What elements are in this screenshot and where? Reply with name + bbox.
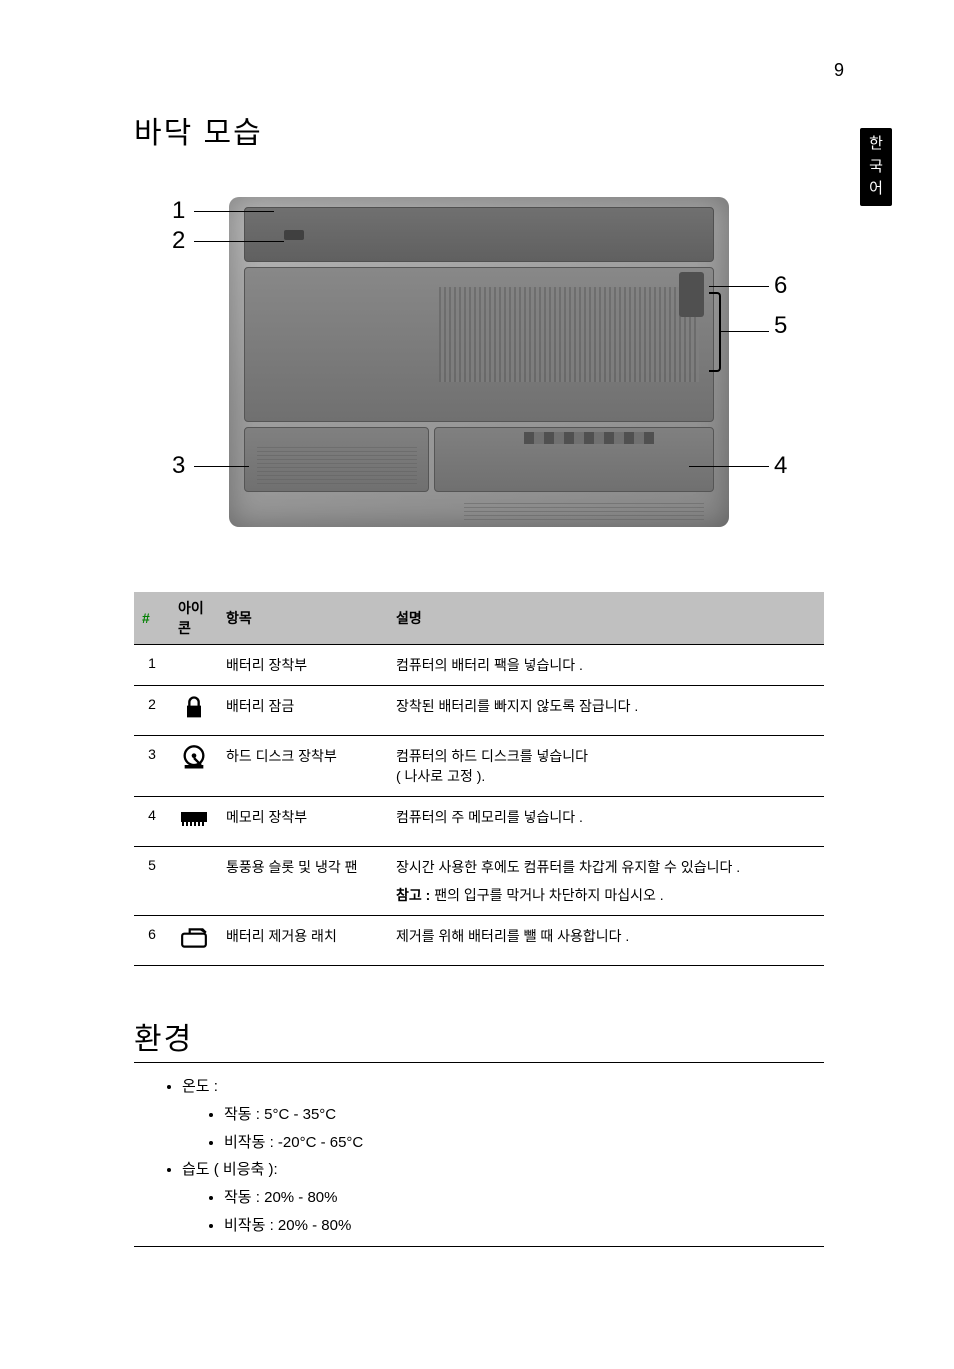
memory-strip-shape [524,432,654,444]
env-temp-nonoperating: 비작동 : -20°C - 65°C [224,1129,824,1157]
memory-icon [180,805,208,833]
env-humidity-label: 습도 ( 비응축 ): [182,1161,278,1178]
env-temp-operating: 작동 : 5°C - 35°C [224,1101,824,1129]
callout-line [721,331,769,332]
row-desc: 컴퓨터의 배터리 팩을 넣습니다 . [388,645,824,686]
env-bottom-rule [134,1246,824,1247]
row-icon-cell [170,797,218,847]
latch-icon [180,924,208,952]
table-header-row: # 아이콘 항목 설명 [134,592,824,645]
callout-line [194,466,249,467]
latch-shape [679,272,704,317]
laptop-base-diagram: 1 2 3 4 5 6 [134,172,824,552]
callout-brace [709,292,721,372]
row-item: 메모리 장착부 [218,797,388,847]
row-num: 4 [134,797,170,847]
grille-left-shape [257,444,417,484]
col-header-icon: 아이콘 [170,592,218,645]
table-row: 2 배터리 잠금 장착된 배터리를 빠지지 않도록 잠급니다 . [134,686,824,736]
callout-line [689,466,769,467]
section-title-base-view: 바닥 모습 [134,108,824,152]
row-desc-text: 장시간 사용한 후에도 컴퓨터를 차갑게 유지할 수 있습니다 . [396,859,740,875]
battery-bay-shape [244,207,714,262]
row-item: 하드 디스크 장착부 [218,736,388,797]
env-humidity: 습도 ( 비응축 ): 작동 : 20% - 80% 비작동 : 20% - 8… [182,1156,824,1239]
row-item: 배터리 제거용 래치 [218,916,388,966]
side-tab-char: 어 [869,178,883,201]
row-desc: 컴퓨터의 하드 디스크를 넣습니다 ( 나사로 고정 ). [388,736,824,797]
row-desc: 장착된 배터리를 빠지지 않도록 잠급니다 . [388,686,824,736]
grille-bottom-shape [464,502,704,520]
side-tab-char: 국 [869,156,883,179]
row-item: 통풍용 슬롯 및 냉각 팬 [218,847,388,916]
section-title-environment: 환경 [134,1014,824,1063]
lock-icon [180,694,208,722]
row-num: 2 [134,686,170,736]
language-side-tab: 한 국 어 [860,128,892,206]
table-row: 1 배터리 장착부 컴퓨터의 배터리 팩을 넣습니다 . [134,645,824,686]
callout-4: 4 [774,452,787,480]
env-temperature: 온도 : 작동 : 5°C - 35°C 비작동 : -20°C - 65°C [182,1073,824,1156]
row-icon-cell [170,916,218,966]
callout-6: 6 [774,272,787,300]
row-icon-cell [170,686,218,736]
row-icon-cell [170,645,218,686]
row-note: 참고 : 팬의 입구를 막거나 차단하지 마십시오 . [396,885,816,905]
row-num: 1 [134,645,170,686]
note-text: 팬의 입구를 막거나 차단하지 마십시오 . [430,887,663,903]
row-icon-cell [170,736,218,797]
row-desc: 장시간 사용한 후에도 컴퓨터를 차갑게 유지할 수 있습니다 . 참고 : 팬… [388,847,824,916]
page-content: 바닥 모습 1 2 3 4 5 6 # 아이콘 항목 설명 [134,108,824,1247]
components-table: # 아이콘 항목 설명 1 배터리 장착부 컴퓨터의 배터리 팩을 넣습니다 .… [134,592,824,966]
callout-line [194,241,284,242]
callout-line [194,211,274,212]
battery-lock-shape [284,230,304,240]
side-tab-char: 한 [869,133,883,156]
hdd-icon [180,744,208,772]
row-item: 배터리 장착부 [218,645,388,686]
note-label: 참고 : [396,887,430,903]
page-number: 9 [834,60,844,81]
row-num: 3 [134,736,170,797]
callout-5: 5 [774,312,787,340]
col-header-item: 항목 [218,592,388,645]
env-humidity-operating: 작동 : 20% - 80% [224,1184,824,1212]
row-item: 배터리 잠금 [218,686,388,736]
row-num: 6 [134,916,170,966]
row-icon-cell [170,847,218,916]
callout-3: 3 [172,452,185,480]
environment-list: 온도 : 작동 : 5°C - 35°C 비작동 : -20°C - 65°C … [182,1073,824,1240]
row-num: 5 [134,847,170,916]
col-header-num: # [134,592,170,645]
callout-2: 2 [172,227,185,255]
env-humidity-nonoperating: 비작동 : 20% - 80% [224,1212,824,1240]
callout-1: 1 [172,197,185,225]
callout-line [709,286,769,287]
table-row: 6 배터리 제거용 래치 제거를 위해 배터리를 뺄 때 사용합니다 . [134,916,824,966]
table-row: 5 통풍용 슬롯 및 냉각 팬 장시간 사용한 후에도 컴퓨터를 차갑게 유지할… [134,847,824,916]
col-header-desc: 설명 [388,592,824,645]
row-desc: 컴퓨터의 주 메모리를 넣습니다 . [388,797,824,847]
row-desc: 제거를 위해 배터리를 뺄 때 사용합니다 . [388,916,824,966]
env-temp-label: 온도 : [182,1078,218,1095]
vent-shape [439,287,699,382]
table-row: 3 하드 디스크 장착부 컴퓨터의 하드 디스크를 넣습니다 ( 나사로 고정 … [134,736,824,797]
table-row: 4 메모리 장착부 컴퓨터의 주 메모리를 넣습니다 . [134,797,824,847]
